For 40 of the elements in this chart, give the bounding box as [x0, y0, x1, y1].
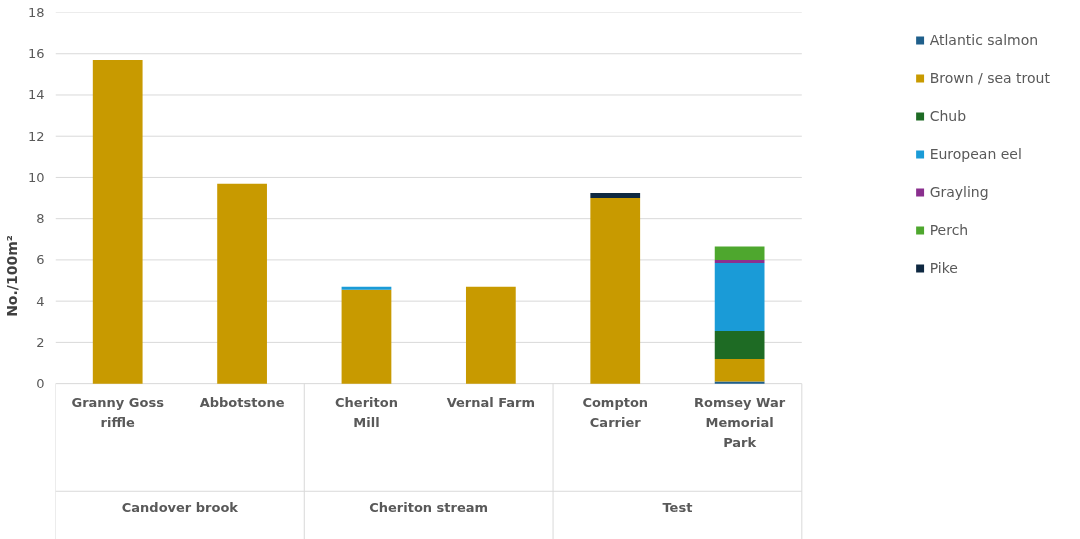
bar [714, 381, 765, 384]
y-tick-label: 16 [27, 46, 45, 62]
legend-label: Perch [929, 222, 969, 238]
text: Test [662, 500, 693, 516]
y-tick-label: 12 [27, 128, 45, 144]
bar [92, 59, 143, 384]
text: Cheriton stream [369, 500, 489, 516]
x-tick-label: Romsey War Memorial Park [694, 394, 786, 451]
legend-label: European eel [929, 146, 1022, 162]
y-tick-label: 18 [27, 5, 45, 20]
y-tick-label: 0 [36, 376, 45, 392]
x-tick-label: Abbotstone [199, 394, 285, 410]
legend-label: Brown / sea trout [929, 70, 1050, 86]
y-tick-label: 4 [36, 293, 45, 309]
legend-label: Pike [929, 260, 958, 276]
legend-label: Grayling [929, 184, 989, 200]
y-tick-label: 2 [36, 334, 45, 350]
bar [341, 286, 392, 290]
y-axis-title: No./100m² [3, 235, 20, 317]
y-tick-label: 10 [27, 169, 45, 185]
bar [714, 358, 765, 382]
text: Candover brook [121, 500, 239, 516]
bar [465, 286, 516, 384]
x-tick-label: Vernal Farm [446, 394, 536, 410]
x-tick-label: Cheriton Mill [335, 394, 398, 431]
x-tick-label: Granny Goss riffle [71, 394, 165, 431]
bar [217, 183, 267, 384]
bar [714, 259, 765, 264]
legend-label: Atlantic salmon [929, 32, 1039, 48]
y-tick-label: 6 [36, 252, 45, 268]
bar [714, 263, 765, 332]
bar [714, 331, 765, 359]
bar [590, 192, 641, 199]
y-tick-label: 8 [36, 211, 45, 227]
bar [590, 198, 641, 384]
x-tick-label: Compton Carrier [582, 394, 649, 431]
legend-label: Chub [929, 108, 967, 124]
bar [341, 289, 392, 384]
y-tick-label: 14 [27, 87, 45, 103]
bar [714, 246, 765, 260]
